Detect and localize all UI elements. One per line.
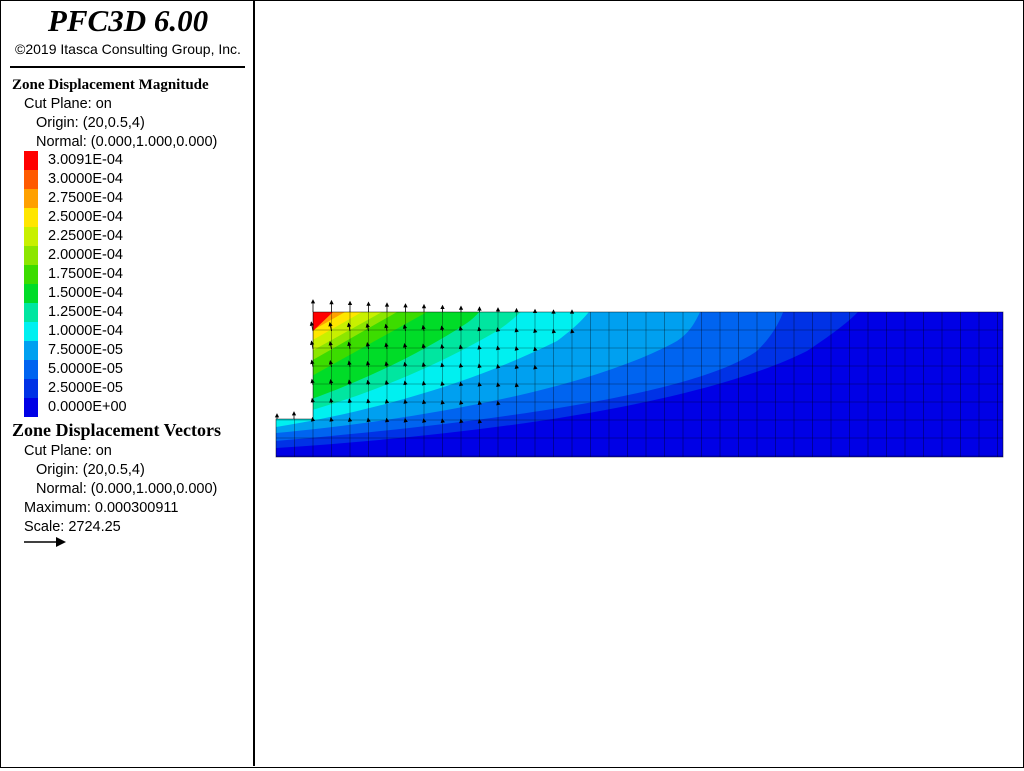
color-swatch xyxy=(24,303,38,322)
color-swatch xyxy=(24,189,38,208)
color-swatch xyxy=(24,379,38,398)
color-scale-label: 2.5000E-04 xyxy=(48,209,123,226)
color-swatch xyxy=(24,322,38,341)
vector-cut-plane: Cut Plane: on xyxy=(24,443,112,460)
vector-normal: Normal: (0.000,1.000,0.000) xyxy=(36,481,217,498)
color-scale-label: 3.0091E-04 xyxy=(48,152,123,169)
color-scale-label: 1.2500E-04 xyxy=(48,304,123,321)
vector-legend-heading: Zone Displacement Vectors xyxy=(12,420,221,440)
color-swatch xyxy=(24,341,38,360)
color-swatch xyxy=(24,398,38,417)
copyright-text: ©2019 Itasca Consulting Group, Inc. xyxy=(1,41,255,57)
color-swatch xyxy=(24,284,38,303)
color-scale-label: 1.5000E-04 xyxy=(48,285,123,302)
contour-normal: Normal: (0.000,1.000,0.000) xyxy=(36,134,217,151)
color-scale-label: 1.0000E-04 xyxy=(48,323,123,340)
contour-cut-plane: Cut Plane: on xyxy=(24,96,112,113)
displacement-contour xyxy=(257,291,1023,471)
color-scale-label: 2.7500E-04 xyxy=(48,190,123,207)
color-scale-label: 2.5000E-05 xyxy=(48,380,123,397)
contour-origin: Origin: (20,0.5,4) xyxy=(36,115,145,132)
vector-scale: Scale: 2724.25 xyxy=(24,519,121,536)
color-scale-label: 2.0000E-04 xyxy=(48,247,123,264)
color-swatch xyxy=(24,227,38,246)
app-title: PFC3D 6.00 xyxy=(1,4,255,38)
color-swatch xyxy=(24,208,38,227)
color-scale-label: 5.0000E-05 xyxy=(48,361,123,378)
color-scale-label: 7.5000E-05 xyxy=(48,342,123,359)
color-swatch xyxy=(24,246,38,265)
title-divider xyxy=(10,66,245,68)
color-swatch xyxy=(24,265,38,284)
vector-maximum: Maximum: 0.000300911 xyxy=(24,500,179,517)
vector-scale-arrow-icon xyxy=(24,536,70,548)
vector-origin: Origin: (20,0.5,4) xyxy=(36,462,145,479)
color-scale-label: 1.7500E-04 xyxy=(48,266,123,283)
color-scale-label: 3.0000E-04 xyxy=(48,171,123,188)
color-swatch xyxy=(24,151,38,170)
color-swatch xyxy=(24,170,38,189)
legend-panel: PFC3D 6.00 ©2019 Itasca Consulting Group… xyxy=(1,1,255,766)
model-viewport[interactable] xyxy=(257,1,1023,766)
color-scale-label: 0.0000E+00 xyxy=(48,399,127,416)
contour-legend-heading: Zone Displacement Magnitude xyxy=(12,76,209,94)
color-swatch xyxy=(24,360,38,379)
color-scale-label: 2.2500E-04 xyxy=(48,228,123,245)
model-canvas[interactable] xyxy=(257,1,1023,766)
